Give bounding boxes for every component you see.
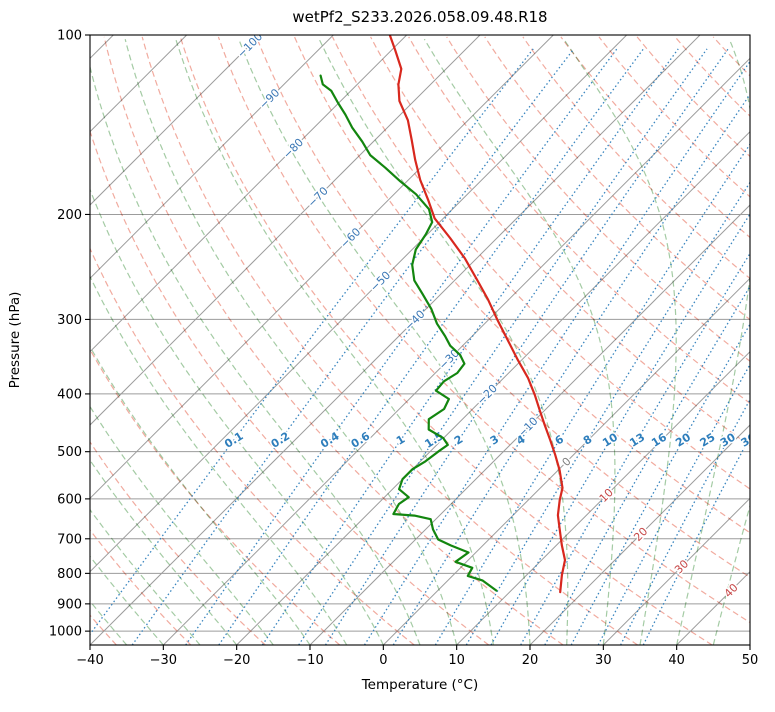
y-tick-label: 900 (57, 597, 82, 612)
mixing-ratio-label: 0.2 (269, 429, 292, 450)
mixing-ratio-label: 25 (698, 431, 718, 450)
moist-adiabats (90, 38, 750, 645)
y-tick-label: 200 (57, 208, 82, 223)
y-tick-label: 500 (57, 445, 82, 460)
x-tick-label: 30 (595, 653, 612, 668)
mixing-ratio-label: 13 (627, 431, 647, 450)
mixing-ratio-label: 2 (452, 433, 465, 448)
axes: −40 −30 −20 −10 0 10 20 30 40 50 100 200 300 400 500 60… (49, 29, 758, 669)
mixing-ratio-label: 20 (673, 430, 693, 449)
y-tick-label: 1000 (49, 625, 82, 640)
y-tick-label: 600 (57, 492, 82, 507)
temperature-line (388, 35, 567, 594)
y-tick-label: 100 (57, 29, 82, 44)
mixing-ratio-label: 0.6 (349, 429, 373, 451)
mixing-ratio-label: 0.1 (222, 429, 245, 450)
y-tick-label: 700 (57, 532, 82, 547)
y-tick-label: 800 (57, 567, 82, 582)
x-tick-label: −20 (223, 653, 250, 668)
dewpoint-line (319, 74, 498, 592)
x-tick-label: −30 (150, 653, 177, 668)
x-tick-label: 40 (668, 653, 685, 668)
y-tick-label: 400 (57, 387, 82, 402)
y-axis-label: Pressure (hPa) (7, 292, 23, 389)
mixing-ratio-label: 10 (600, 430, 620, 449)
isotherms (90, 35, 750, 645)
chart-title: wetPf2_S233.2026.058.09.48.R18 (292, 8, 547, 27)
x-axis-label: Temperature (°C) (361, 677, 479, 693)
x-tick-label: 20 (522, 653, 539, 668)
x-tick-label: −10 (296, 653, 323, 668)
inline-labels: −100−90−80−70−60−50−40−30−20−10010203040… (221, 35, 750, 602)
x-tick-label: 0 (379, 653, 387, 668)
x-tick-label: 10 (448, 653, 465, 668)
mixing-ratio-label: 1 (394, 433, 407, 448)
mixing-ratio-label: 16 (649, 430, 669, 449)
x-tick-label: 50 (742, 653, 759, 668)
dry-adiabats (90, 36, 750, 645)
x-tick-label: −40 (76, 653, 103, 668)
mixing-ratio-lines (90, 48, 750, 645)
mixing-ratio-label: 0.4 (318, 429, 342, 451)
y-tick-label: 300 (57, 313, 82, 328)
mixing-ratio-label: 30 (718, 430, 738, 449)
